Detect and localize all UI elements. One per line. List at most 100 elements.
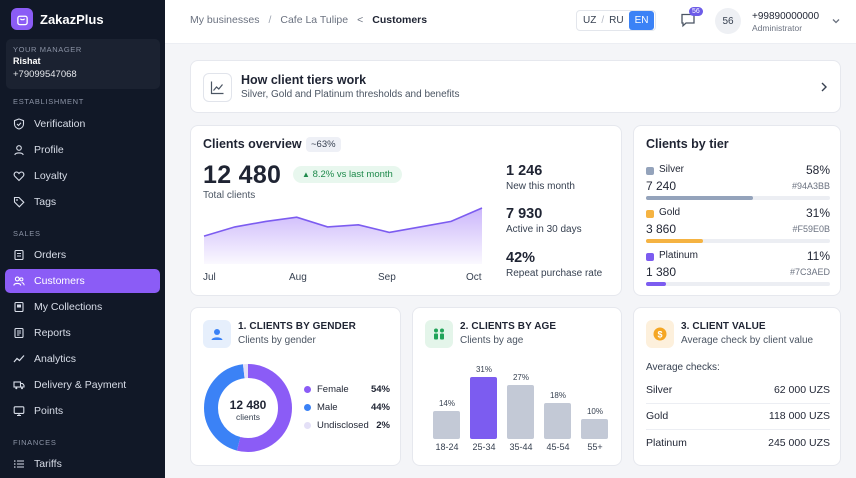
legend-name: Female [317, 384, 349, 395]
tier-progress [646, 239, 830, 243]
tiers-info-title: How client tiers work [241, 73, 367, 87]
sidebar-item-points[interactable]: Points [5, 399, 160, 423]
divider [646, 429, 830, 430]
sidebar-item-tariffs[interactable]: Tariffs [5, 452, 160, 476]
total-clients-label: Total clients [203, 190, 256, 201]
age-bar [544, 403, 571, 439]
sidebar-item-customers[interactable]: Customers [5, 269, 160, 293]
age-category-label: 25-34 [472, 442, 496, 452]
value-tier: Platinum [646, 437, 687, 449]
sidebar-item-label: Orders [34, 249, 67, 261]
breadcrumb-my-businesses[interactable]: My businesses [190, 14, 260, 26]
clients-overview-card: Clients overview ~63% 12 480 ▲ 8.2% vs l… [190, 125, 622, 296]
manager-phone[interactable]: +79099547068 [13, 69, 77, 80]
new-this-month-value: 1 246 [506, 163, 543, 179]
tag-icon [13, 196, 25, 208]
arrow-up-icon: ▲ [302, 170, 310, 179]
tier-progress [646, 282, 830, 286]
manager-name: Rishat [13, 56, 41, 66]
sidebar-item-label: Tags [34, 196, 57, 208]
age-bar-label: 27% [512, 373, 529, 382]
legend-name: Male [317, 402, 338, 413]
tier-color-swatch [646, 167, 654, 175]
clients-by-age-card: 2. CLIENTS BY AGE Clients by age 14% 18-2… [412, 307, 622, 466]
sidebar-item-loyalty[interactable]: Loyalty [5, 164, 160, 188]
age-category-label: 45-54 [546, 442, 570, 452]
active-30-days-label: Active in 30 days [506, 224, 582, 235]
breadcrumb-back-separator[interactable]: < [357, 14, 364, 26]
lang-en[interactable]: EN [628, 11, 655, 30]
divider [646, 403, 830, 404]
svg-text:$: $ [657, 329, 662, 339]
overview-pill: ~63% [306, 137, 341, 152]
tiers-info-subtitle: Silver, Gold and Platinum thresholds and… [241, 89, 460, 100]
sidebar-item-label: Tariffs [34, 458, 62, 470]
legend-dot [304, 404, 311, 411]
sidebar-item-profile[interactable]: Profile [5, 138, 160, 162]
gender-donut-chart [204, 364, 292, 452]
tier-hex: #7C3AED [789, 267, 830, 277]
breadcrumb-current: Customers [372, 14, 428, 26]
sidebar-item-my-collections[interactable]: My Collections [5, 295, 160, 319]
sidebar-item-reports[interactable]: Reports [5, 321, 160, 345]
overview-title: Clients overview [203, 137, 302, 151]
tier-progress-fill [646, 239, 704, 243]
age-bar-label: 31% [475, 365, 492, 374]
tier-name: Silver [659, 164, 685, 175]
heart-icon [13, 171, 25, 182]
tiers-info-card[interactable]: How client tiers work Silver, Gold and P… [190, 60, 841, 113]
age-bar-label: 14% [438, 399, 455, 408]
lang-uz[interactable]: UZ [583, 15, 597, 26]
donut-slice-undisclosed [204, 364, 292, 452]
tier-count: 1 380 [646, 265, 677, 279]
coin-icon: $ [646, 320, 674, 348]
lang-ru[interactable]: RU [609, 15, 624, 26]
sidebar-item-label: My Collections [34, 301, 103, 313]
brand[interactable]: ZakazPlus [11, 8, 104, 30]
tier-count: 7 240 [646, 179, 677, 193]
tier-percent: 58% [805, 163, 830, 177]
sidebar: ZakazPlus YOUR MANAGER Rishat +790995470… [0, 0, 165, 478]
monitor-icon [13, 406, 25, 417]
truck-icon [13, 381, 25, 390]
sidebar-item-delivery-payment[interactable]: Delivery & Payment [5, 373, 160, 397]
bag-icon [11, 8, 33, 30]
tier-progress-fill [646, 196, 753, 200]
avatar[interactable]: 56 [715, 8, 741, 34]
top-header: My businesses / Cafe La Tulipe < Custome… [165, 0, 856, 44]
brand-name: ZakazPlus [40, 11, 104, 27]
x-label-oct: Oct [466, 272, 482, 283]
chevron-right-icon[interactable] [819, 81, 829, 93]
sidebar-item-tags[interactable]: Tags [5, 190, 160, 214]
legend-percent: 44% [370, 402, 390, 413]
donut-slice-male [204, 364, 292, 452]
new-this-month-label: New this month [506, 181, 575, 192]
value-subtitle: Average check by client value [681, 335, 814, 346]
user-phone[interactable]: +99890000000 [752, 11, 820, 22]
sidebar-item-label: Loyalty [34, 170, 68, 182]
age-bar-chart [433, 377, 608, 439]
legend-percent: 54% [370, 384, 390, 395]
sidebar-item-orders[interactable]: Orders [5, 243, 160, 267]
sidebar-item-verification[interactable]: Verification [5, 112, 160, 136]
breadcrumb-business[interactable]: Cafe La Tulipe [280, 14, 349, 26]
sidebar-item-analytics[interactable]: Analytics [5, 347, 160, 371]
language-switcher: UZ / RU EN [576, 10, 657, 31]
sidebar-item-label: Profile [34, 144, 64, 156]
client-value-card: $ 3. CLIENT VALUE Average check by clien… [633, 307, 841, 466]
sidebar-item-label: Delivery & Payment [34, 379, 127, 391]
shield-icon [13, 118, 25, 130]
tier-count: 3 860 [646, 222, 677, 236]
reports-icon [14, 327, 24, 339]
section-establishment: ESTABLISHMENT [13, 97, 85, 106]
manager-label: YOUR MANAGER [13, 45, 82, 54]
sidebar-item-label: Analytics [34, 353, 77, 365]
users-icon [13, 276, 25, 286]
notification-badge: 56 [689, 7, 703, 16]
breadcrumb-separator: / [268, 14, 272, 26]
gender-subtitle: Clients by gender [238, 335, 316, 346]
age-bar-label: 10% [586, 407, 603, 416]
repeat-rate-label: Repeat purchase rate [506, 268, 603, 279]
chevron-down-icon[interactable] [831, 16, 841, 26]
section-finances: FINANCES [13, 438, 57, 447]
